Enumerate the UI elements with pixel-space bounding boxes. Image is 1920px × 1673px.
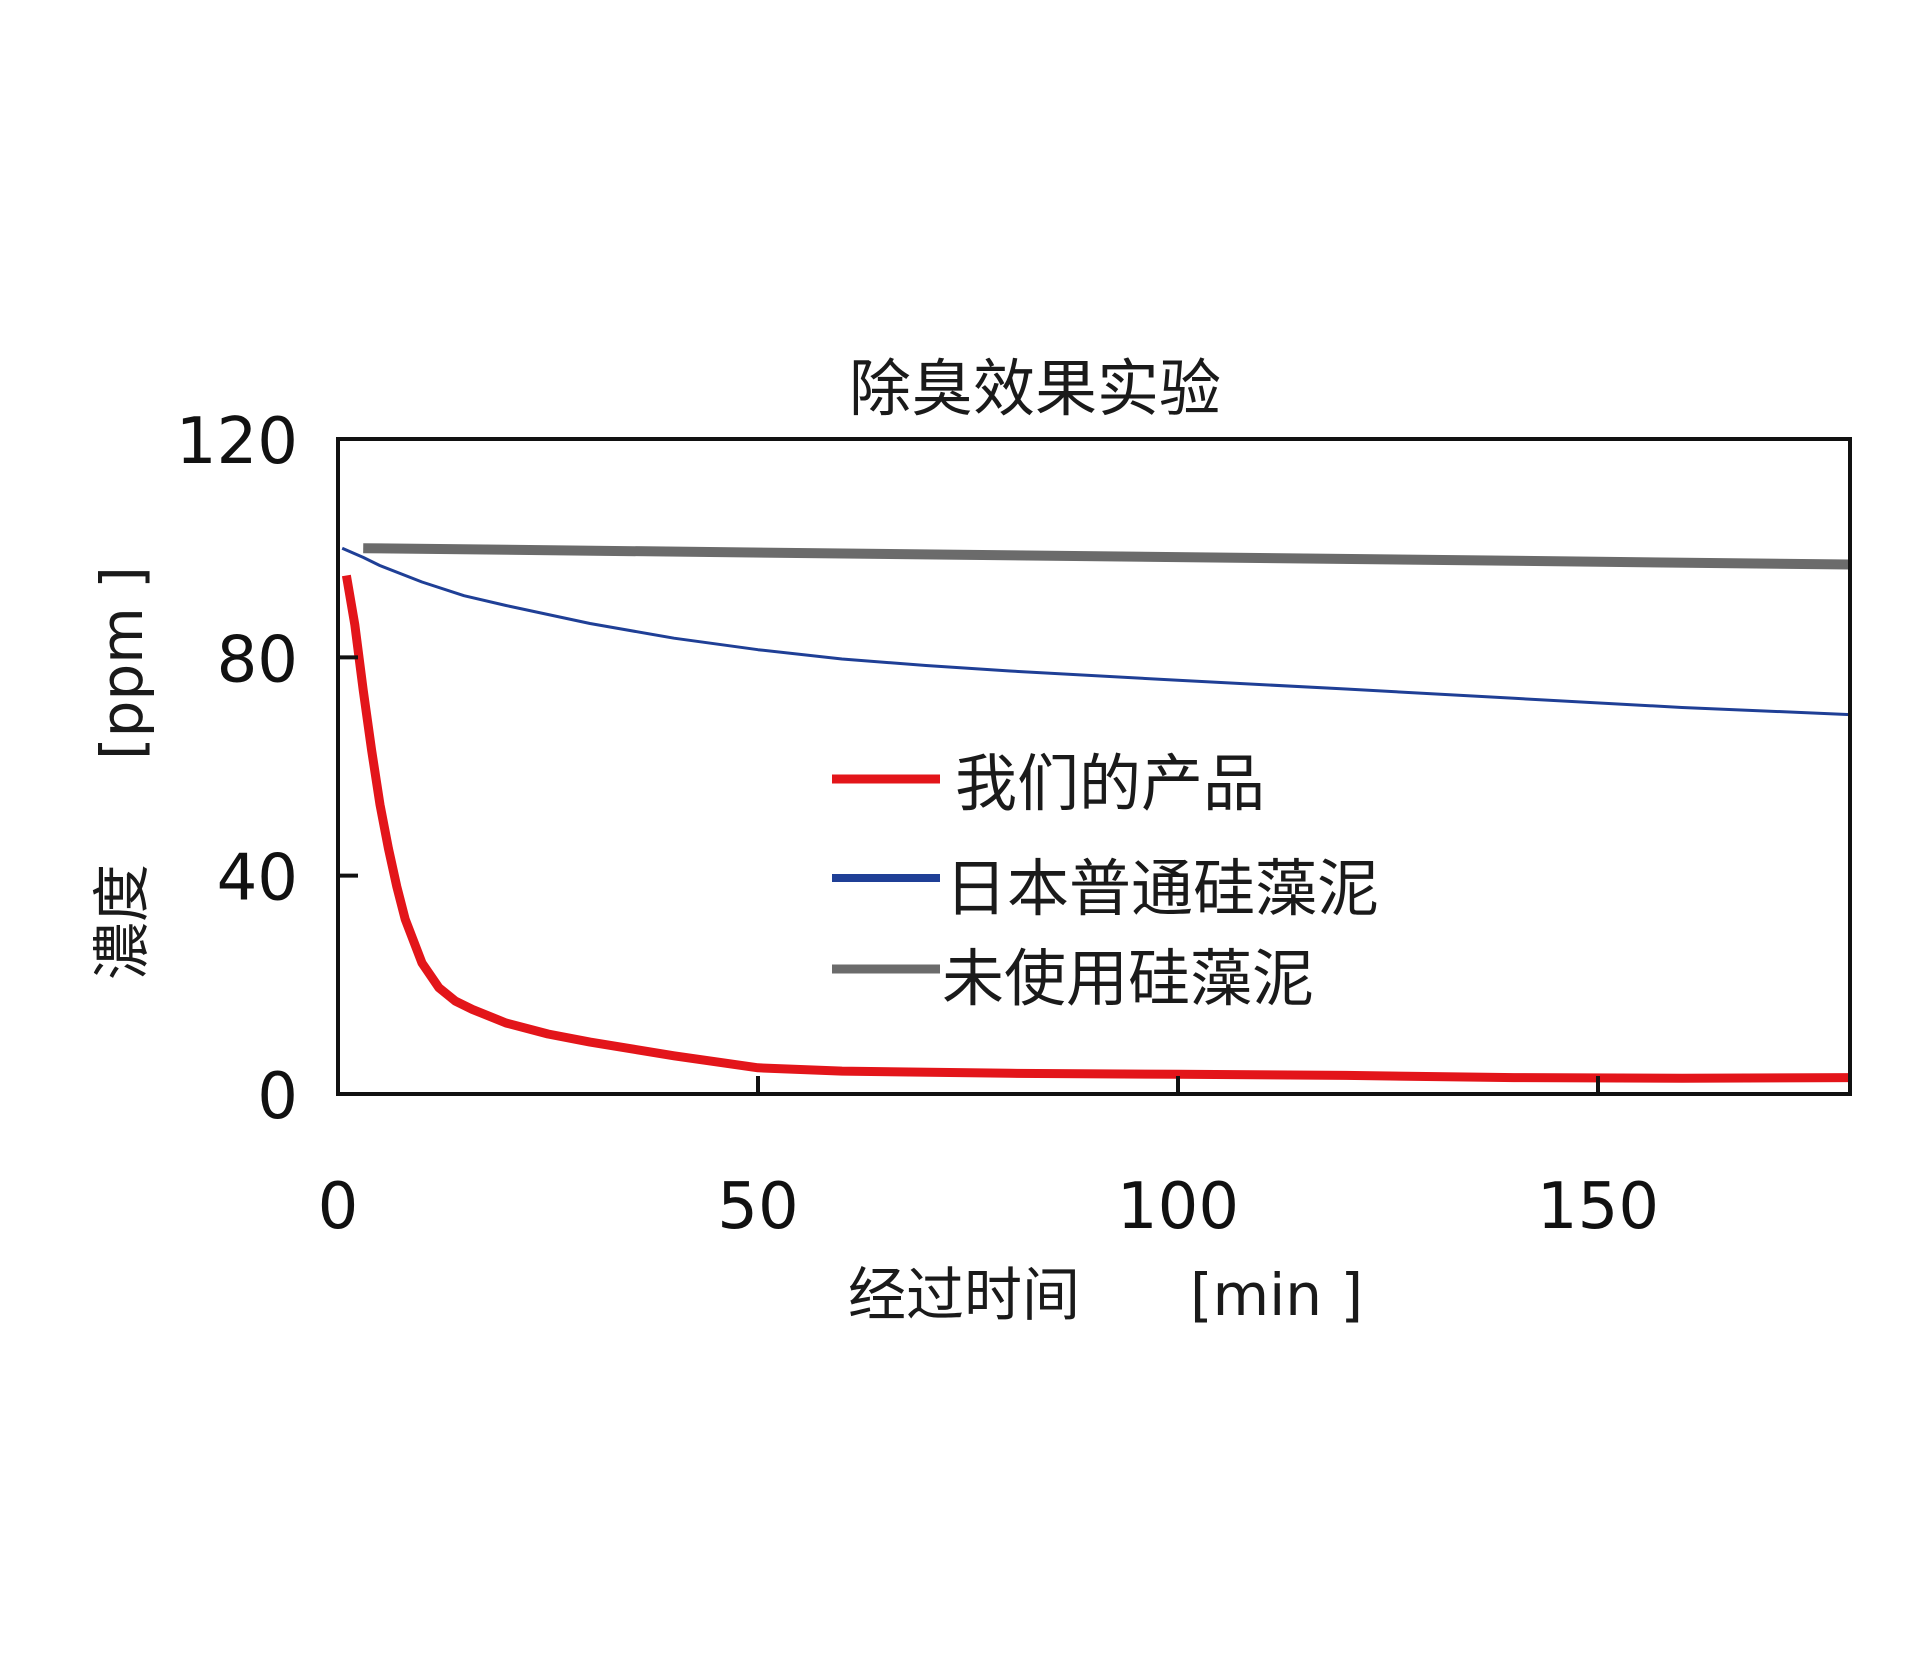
y-tick-label-0: 0	[257, 1060, 298, 1134]
x-tick-label-100: 100	[1117, 1170, 1239, 1244]
legend: 我们的产品 日本普通硅藻泥 未使用硅藻泥	[832, 747, 1379, 1015]
x-axis-unit: [min ]	[1190, 1261, 1363, 1329]
y-axis-unit: [ppm ]	[88, 566, 156, 760]
x-tick-label-0: 0	[318, 1170, 359, 1244]
y-tick-label-120: 120	[176, 405, 298, 479]
x-tick-label-150: 150	[1537, 1170, 1659, 1244]
series-line-我们的产品	[341, 574, 1851, 1083]
y-axis-label: [ppm ] 濃度	[88, 566, 156, 980]
y-axis-title: 濃度	[88, 864, 156, 980]
chart-title: 除臭效果实验	[849, 352, 1221, 425]
legend-label-日本普通硅藻泥: 日本普通硅藻泥	[945, 852, 1379, 925]
series-layer	[341, 543, 1851, 1083]
x-axis-title: 经过时间	[848, 1261, 1080, 1329]
y-tick-label-40: 40	[217, 842, 298, 916]
plot-frame	[336, 437, 1852, 1096]
y-tick-label-80: 80	[217, 623, 298, 697]
ticks-layer: 0 50 100 150 0 40 80 120	[176, 405, 1659, 1244]
x-axis-label: 经过时间 [min ]	[848, 1261, 1363, 1329]
series-line-日本普通硅藻泥	[341, 546, 1851, 717]
x-tick-label-50: 50	[717, 1170, 798, 1244]
legend-label-我们的产品: 我们的产品	[955, 747, 1265, 820]
series-line-未使用硅藻泥	[363, 543, 1851, 570]
legend-label-未使用硅藻泥: 未使用硅藻泥	[942, 942, 1314, 1015]
